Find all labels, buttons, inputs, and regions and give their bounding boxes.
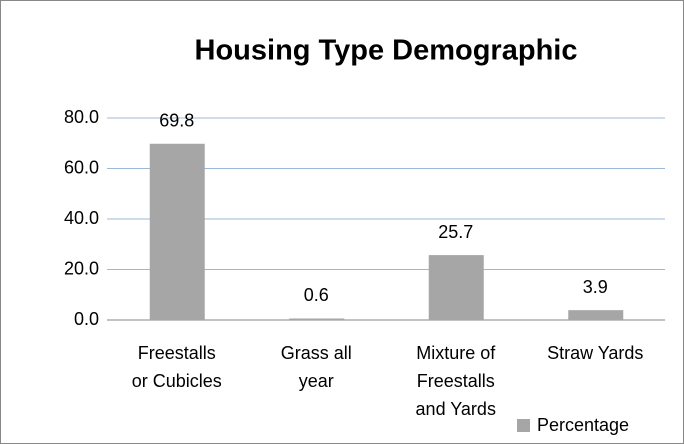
bar xyxy=(149,143,205,320)
y-tick-label: 0.0 xyxy=(74,309,99,329)
data-label: 3.9 xyxy=(583,277,608,297)
y-tick-label: 80.0 xyxy=(64,107,99,127)
chart-title: Housing Type Demographic xyxy=(195,35,578,67)
legend-swatch xyxy=(517,419,530,432)
bar xyxy=(428,255,484,320)
x-tick-label: Mixture of Freestalls and Yards xyxy=(416,343,497,419)
data-label: 25.7 xyxy=(438,222,473,242)
bar xyxy=(289,318,345,320)
legend-label: Percentage xyxy=(537,415,629,435)
x-tick-label: Straw Yards xyxy=(547,343,643,363)
bar xyxy=(568,310,624,320)
x-tick-label: Freestalls or Cubicles xyxy=(132,343,222,391)
x-tick-label: Grass all year xyxy=(281,343,352,391)
y-tick-label: 60.0 xyxy=(64,157,99,177)
data-label: 0.6 xyxy=(304,285,329,305)
data-label: 69.8 xyxy=(159,111,194,131)
y-tick-label: 20.0 xyxy=(64,258,99,278)
y-tick-label: 40.0 xyxy=(64,208,99,228)
